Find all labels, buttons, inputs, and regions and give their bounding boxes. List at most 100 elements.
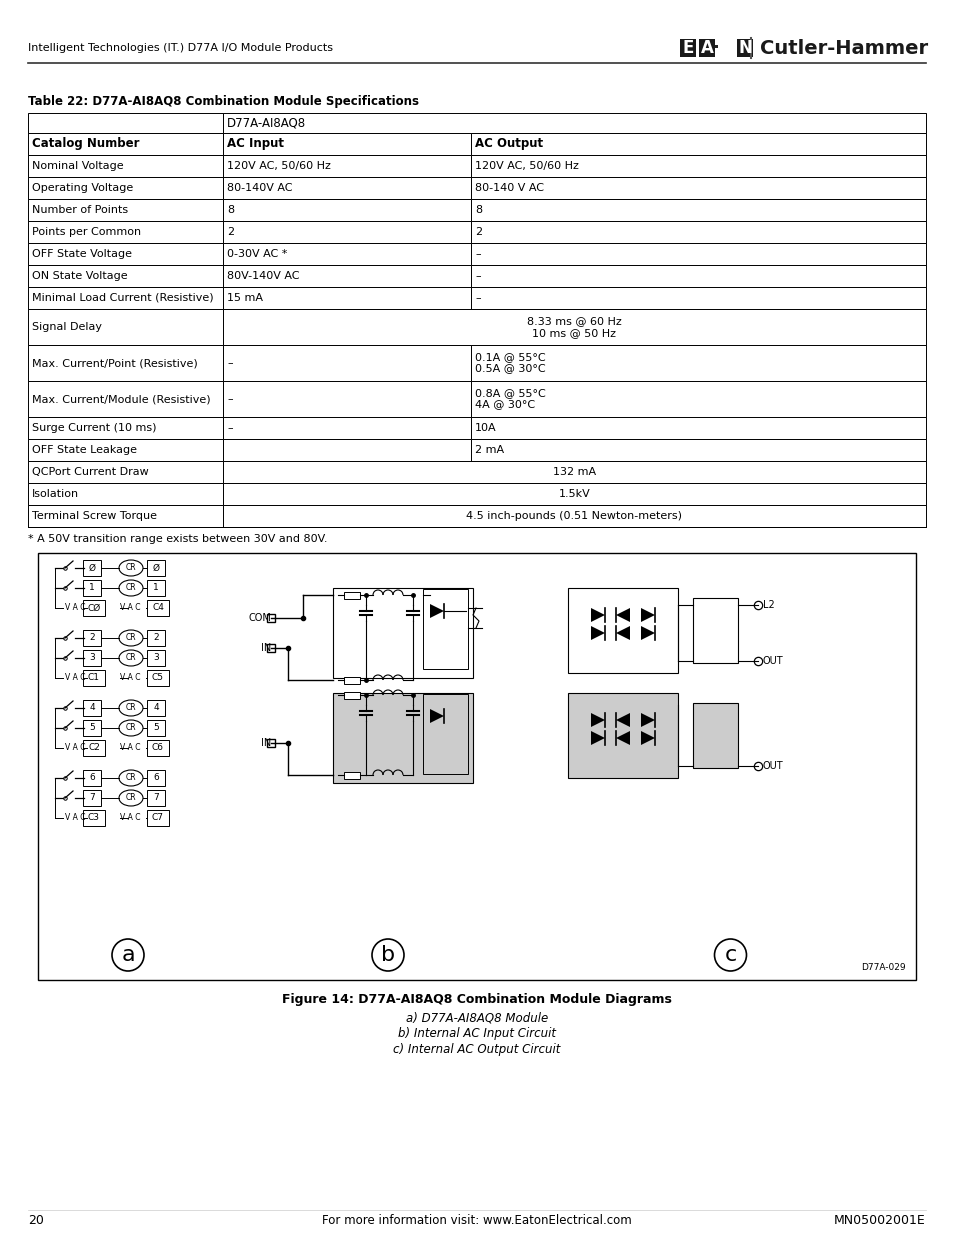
Text: b) Internal AC Input Circuit: b) Internal AC Input Circuit: [397, 1028, 556, 1041]
Text: COM: COM: [248, 613, 271, 622]
Text: 0.5A @ 30°C: 0.5A @ 30°C: [475, 363, 545, 373]
Text: Table 22: D77A-AI8AQ8 Combination Module Specifications: Table 22: D77A-AI8AQ8 Combination Module…: [28, 95, 418, 107]
Text: 132 mA: 132 mA: [553, 467, 596, 477]
Text: C1: C1: [88, 673, 100, 683]
Text: A: A: [700, 40, 713, 57]
Bar: [422, 589, 468, 669]
Text: 8.33 ms @ 60 Hz
10 ms @ 50 Hz: 8.33 ms @ 60 Hz 10 ms @ 50 Hz: [527, 316, 621, 338]
Text: C3: C3: [88, 814, 100, 823]
Bar: [147, 740, 169, 756]
Text: MN05002001E: MN05002001E: [833, 1214, 925, 1226]
Bar: [28, 199, 223, 221]
Text: Intelligent Technologies (IT.) D77A I/O Module Products: Intelligent Technologies (IT.) D77A I/O …: [28, 43, 333, 53]
Bar: [471, 133, 925, 156]
Text: V A C: V A C: [65, 743, 86, 752]
Bar: [83, 790, 101, 806]
Bar: [471, 417, 925, 438]
Text: CØ: CØ: [88, 604, 100, 613]
Polygon shape: [616, 731, 629, 745]
Text: 6: 6: [89, 773, 94, 783]
Bar: [737, 40, 752, 57]
Bar: [147, 790, 165, 806]
Bar: [147, 769, 165, 785]
Text: V A C: V A C: [120, 814, 140, 823]
Bar: [28, 243, 223, 266]
Bar: [83, 600, 105, 616]
Polygon shape: [590, 608, 604, 622]
Bar: [28, 112, 223, 133]
Bar: [83, 720, 101, 736]
Bar: [28, 438, 223, 461]
Bar: [223, 287, 471, 309]
Text: 0.1A @ 55°C: 0.1A @ 55°C: [475, 352, 545, 363]
Text: Catalog Number: Catalog Number: [32, 137, 139, 151]
Polygon shape: [590, 731, 604, 745]
Bar: [471, 382, 925, 417]
Text: 1: 1: [153, 583, 159, 593]
Bar: [147, 580, 165, 597]
Text: a) D77A-AI8AQ8 Module: a) D77A-AI8AQ8 Module: [405, 1011, 548, 1025]
Bar: [28, 505, 223, 527]
Polygon shape: [640, 608, 655, 622]
Text: OUT: OUT: [762, 656, 782, 666]
Text: CR: CR: [126, 704, 136, 713]
Ellipse shape: [119, 700, 143, 716]
Text: V A C: V A C: [120, 673, 140, 683]
Text: 20: 20: [28, 1214, 44, 1226]
Ellipse shape: [119, 630, 143, 646]
Bar: [83, 650, 101, 666]
Text: CR: CR: [126, 794, 136, 803]
Text: 120V AC, 50/60 Hz: 120V AC, 50/60 Hz: [475, 161, 578, 170]
Text: D77A-029: D77A-029: [861, 963, 905, 972]
Text: c) Internal AC Output Circuit: c) Internal AC Output Circuit: [393, 1044, 560, 1056]
Text: 7: 7: [89, 794, 94, 803]
Text: Ø: Ø: [152, 563, 159, 573]
Text: 3: 3: [153, 653, 159, 662]
Text: CR: CR: [126, 583, 136, 593]
Text: 4: 4: [153, 704, 158, 713]
Bar: [28, 382, 223, 417]
Text: 80-140 V AC: 80-140 V AC: [475, 183, 543, 193]
Bar: [471, 266, 925, 287]
Text: CR: CR: [126, 653, 136, 662]
Text: N: N: [738, 40, 751, 57]
Text: V A C: V A C: [120, 604, 140, 613]
Bar: [147, 810, 169, 826]
Bar: [333, 588, 473, 678]
Text: V A C: V A C: [120, 743, 140, 752]
Bar: [343, 772, 360, 778]
Text: –: –: [227, 358, 233, 368]
Text: C5: C5: [152, 673, 164, 683]
Text: Ø: Ø: [89, 563, 95, 573]
Text: Number of Points: Number of Points: [32, 205, 128, 215]
Text: a: a: [121, 945, 134, 965]
Ellipse shape: [119, 720, 143, 736]
Bar: [692, 703, 738, 768]
Ellipse shape: [119, 580, 143, 597]
Text: AC Input: AC Input: [227, 137, 284, 151]
Text: Max. Current/Point (Resistive): Max. Current/Point (Resistive): [32, 358, 197, 368]
Text: OFF State Voltage: OFF State Voltage: [32, 249, 132, 259]
Bar: [471, 221, 925, 243]
Text: c: c: [723, 945, 736, 965]
Bar: [333, 693, 473, 783]
Bar: [83, 700, 101, 716]
Text: 3: 3: [89, 653, 94, 662]
Text: 2: 2: [89, 634, 94, 642]
Polygon shape: [640, 731, 655, 745]
Text: E: E: [681, 40, 693, 57]
Bar: [471, 156, 925, 177]
Bar: [28, 133, 223, 156]
Text: 80-140V AC: 80-140V AC: [227, 183, 293, 193]
Text: CR: CR: [126, 773, 136, 783]
Bar: [223, 505, 925, 527]
Bar: [83, 671, 105, 685]
Text: –: –: [227, 424, 233, 433]
Bar: [147, 700, 165, 716]
Text: 5: 5: [153, 724, 159, 732]
Text: 10A: 10A: [475, 424, 497, 433]
Text: Figure 14: D77A-AI8AQ8 Combination Module Diagrams: Figure 14: D77A-AI8AQ8 Combination Modul…: [282, 993, 671, 1007]
Bar: [223, 156, 471, 177]
Text: 8: 8: [475, 205, 481, 215]
Bar: [83, 559, 101, 576]
